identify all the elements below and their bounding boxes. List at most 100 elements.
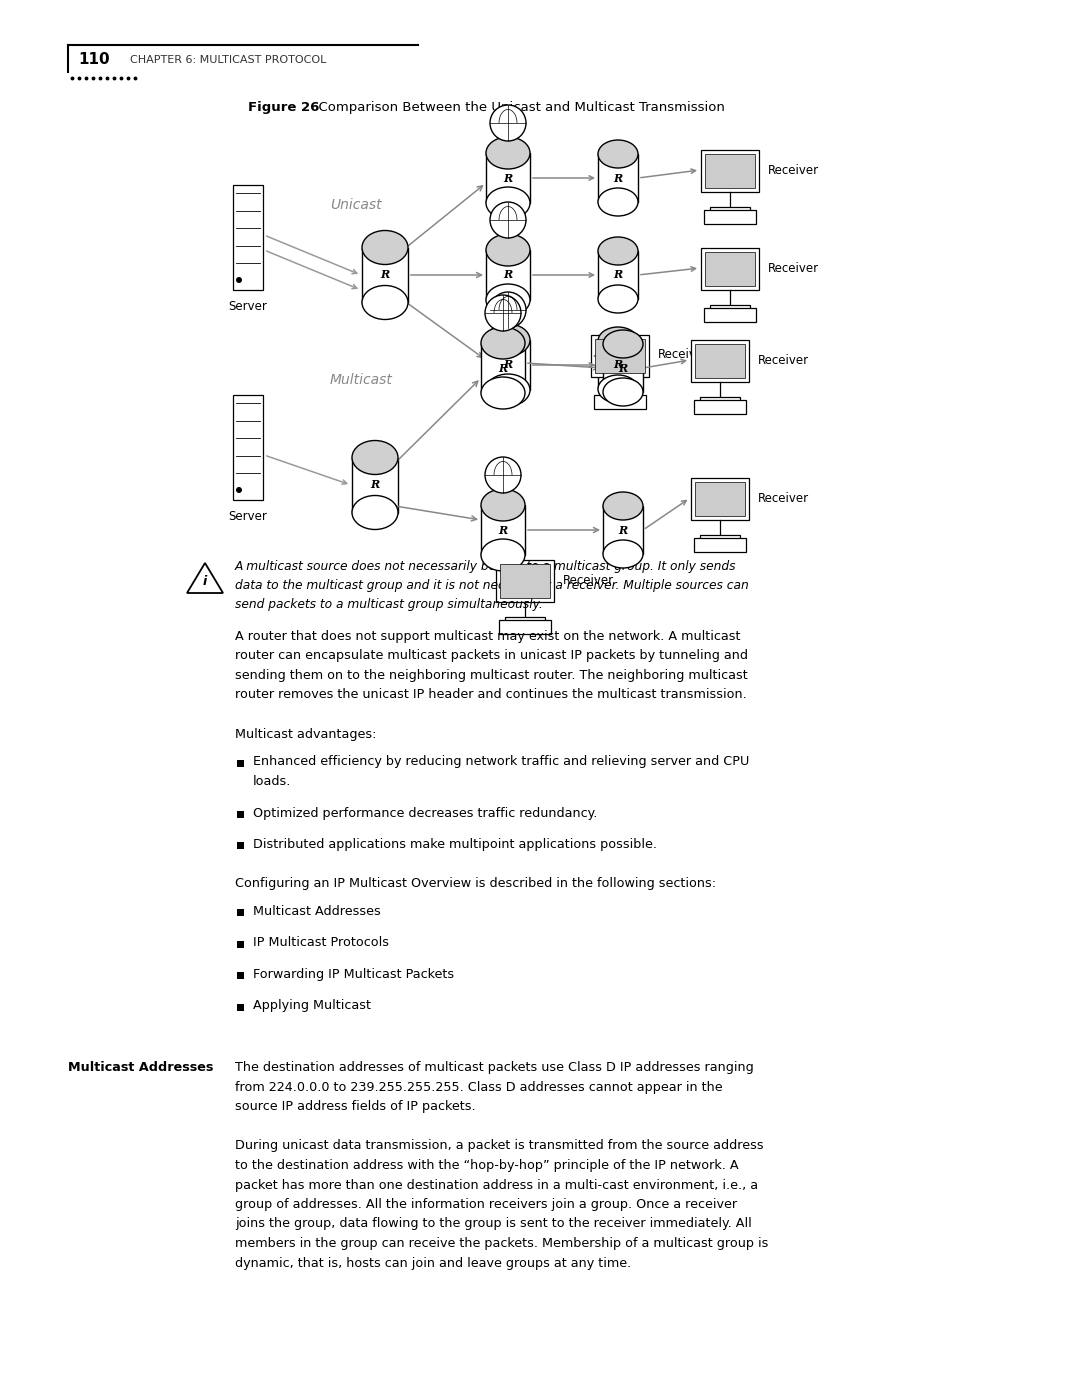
- Bar: [694, 400, 746, 414]
- Bar: [603, 506, 643, 555]
- Text: Configuring an IP Multicast Overview is described in the following sections:: Configuring an IP Multicast Overview is …: [235, 877, 716, 890]
- Ellipse shape: [481, 377, 525, 409]
- Text: Multicast advantages:: Multicast advantages:: [235, 728, 377, 740]
- Ellipse shape: [362, 231, 408, 264]
- Ellipse shape: [486, 235, 530, 265]
- Text: R: R: [503, 359, 513, 370]
- Bar: [486, 154, 530, 203]
- Bar: [705, 154, 755, 189]
- Bar: [486, 250, 530, 300]
- Ellipse shape: [486, 137, 530, 169]
- Ellipse shape: [603, 379, 643, 407]
- Ellipse shape: [486, 187, 530, 219]
- Text: Multicast: Multicast: [330, 373, 393, 387]
- Bar: [233, 184, 264, 291]
- Bar: [710, 207, 750, 214]
- Text: Enhanced efficiency by reducing network traffic and relieving server and CPU: Enhanced efficiency by reducing network …: [253, 756, 750, 768]
- Ellipse shape: [598, 237, 638, 265]
- Bar: [237, 940, 244, 947]
- Ellipse shape: [352, 440, 399, 475]
- Text: R: R: [619, 524, 627, 535]
- Bar: [600, 393, 640, 400]
- Bar: [598, 251, 638, 299]
- Bar: [500, 564, 550, 598]
- Text: members in the group can receive the packets. Membership of a multicast group is: members in the group can receive the pac…: [235, 1236, 768, 1250]
- Text: packet has more than one destination address in a multi-cast environment, i.e., : packet has more than one destination add…: [235, 1179, 758, 1192]
- Text: data to the multicast group and it is not necessarily a receiver. Multiple sourc: data to the multicast group and it is no…: [235, 578, 748, 592]
- Bar: [700, 397, 740, 404]
- Text: Multicast Addresses: Multicast Addresses: [68, 1060, 214, 1074]
- Bar: [496, 560, 554, 602]
- Text: R: R: [370, 479, 380, 490]
- Bar: [481, 344, 525, 393]
- Text: joins the group, data flowing to the group is sent to the receiver immediately. : joins the group, data flowing to the gro…: [235, 1218, 752, 1231]
- Text: During unicast data transmission, a packet is transmitted from the source addres: During unicast data transmission, a pack…: [235, 1140, 764, 1153]
- Bar: [362, 247, 408, 303]
- Ellipse shape: [486, 284, 530, 316]
- Text: Receiver: Receiver: [768, 163, 819, 176]
- Bar: [481, 504, 525, 555]
- Text: R: R: [498, 362, 508, 373]
- Bar: [691, 478, 750, 520]
- Bar: [696, 482, 745, 515]
- Bar: [505, 617, 545, 624]
- Ellipse shape: [481, 489, 525, 521]
- Bar: [598, 341, 638, 388]
- Bar: [237, 972, 244, 979]
- Text: router removes the unicast IP header and continues the multicast transmission.: router removes the unicast IP header and…: [235, 689, 746, 701]
- Bar: [237, 909, 244, 916]
- Bar: [701, 149, 759, 191]
- Text: R: R: [503, 172, 513, 183]
- Bar: [603, 344, 643, 393]
- Text: Multicast Addresses: Multicast Addresses: [253, 905, 381, 918]
- Text: Optimized performance decreases traffic redundancy.: Optimized performance decreases traffic …: [253, 806, 597, 820]
- Text: Receiver: Receiver: [758, 353, 809, 366]
- Text: R: R: [619, 362, 627, 373]
- Bar: [598, 154, 638, 203]
- Text: Figure 26: Figure 26: [248, 102, 320, 115]
- Circle shape: [490, 292, 526, 328]
- Bar: [591, 335, 649, 377]
- Text: CHAPTER 6: MULTICAST PROTOCOL: CHAPTER 6: MULTICAST PROTOCOL: [130, 54, 326, 66]
- Text: R: R: [498, 524, 508, 535]
- Text: R: R: [613, 270, 623, 281]
- Bar: [499, 620, 551, 634]
- Polygon shape: [187, 563, 222, 592]
- Ellipse shape: [598, 189, 638, 217]
- Text: The destination addresses of multicast packets use Class D IP addresses ranging: The destination addresses of multicast p…: [235, 1060, 754, 1074]
- Text: source IP address fields of IP packets.: source IP address fields of IP packets.: [235, 1099, 475, 1113]
- Text: Server: Server: [229, 510, 268, 522]
- Ellipse shape: [598, 374, 638, 402]
- Bar: [705, 251, 755, 286]
- Circle shape: [485, 295, 521, 331]
- Text: A router that does not support multicast may exist on the network. A multicast: A router that does not support multicast…: [235, 630, 741, 643]
- Text: i: i: [203, 576, 207, 588]
- Bar: [704, 307, 756, 321]
- Ellipse shape: [481, 539, 525, 571]
- Text: R: R: [613, 359, 623, 370]
- Bar: [704, 210, 756, 224]
- Text: to the destination address with the “hop-by-hop” principle of the IP network. A: to the destination address with the “hop…: [235, 1160, 739, 1172]
- Ellipse shape: [352, 496, 399, 529]
- Ellipse shape: [603, 492, 643, 520]
- Text: sending them on to the neighboring multicast router. The neighboring multicast: sending them on to the neighboring multi…: [235, 669, 747, 682]
- Text: R: R: [380, 270, 390, 281]
- Bar: [352, 457, 399, 513]
- Bar: [237, 760, 244, 767]
- Circle shape: [237, 488, 242, 493]
- Ellipse shape: [603, 541, 643, 569]
- Bar: [233, 395, 264, 500]
- Bar: [237, 842, 244, 849]
- Text: Comparison Between the Unicast and Multicast Transmission: Comparison Between the Unicast and Multi…: [310, 102, 725, 115]
- Bar: [701, 249, 759, 291]
- Text: R: R: [613, 172, 623, 183]
- Text: Receiver: Receiver: [658, 348, 710, 362]
- Ellipse shape: [481, 327, 525, 359]
- Text: Applying Multicast: Applying Multicast: [253, 999, 372, 1013]
- Text: send packets to a multicast group simultaneously.: send packets to a multicast group simult…: [235, 598, 543, 610]
- Bar: [691, 339, 750, 381]
- Text: A multicast source does not necessarily belong to a multicast group. It only sen: A multicast source does not necessarily …: [235, 560, 737, 573]
- Text: loads.: loads.: [253, 775, 292, 788]
- Circle shape: [490, 105, 526, 141]
- Text: Receiver: Receiver: [768, 261, 819, 274]
